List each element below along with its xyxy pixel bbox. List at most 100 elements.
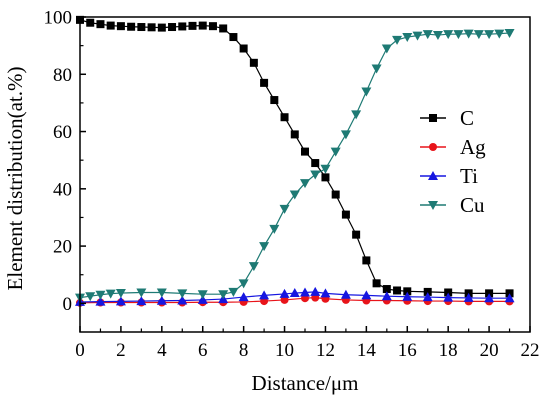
legend-item-c: C: [420, 106, 474, 130]
data-point-cu: [402, 33, 413, 43]
x-tick-label: 18: [439, 340, 458, 361]
y-tick-label: 40: [53, 179, 72, 200]
legend-marker-c: [429, 114, 437, 122]
data-point-cu: [259, 242, 270, 252]
data-point-cu: [156, 288, 167, 298]
data-point-c: [127, 22, 136, 31]
x-tick-label: 4: [157, 340, 167, 361]
data-point-c: [178, 22, 187, 31]
data-point-cu: [105, 289, 116, 299]
data-point-c: [229, 33, 238, 42]
data-point-c: [249, 58, 258, 67]
data-point-cu: [279, 204, 290, 214]
data-point-cu: [300, 179, 310, 189]
x-tick-label: 20: [480, 340, 499, 361]
data-point-cu: [310, 170, 321, 180]
data-point-ti: [279, 288, 290, 298]
data-point-ti: [197, 294, 208, 304]
data-point-ti: [95, 296, 106, 306]
x-tick-label: 0: [75, 340, 85, 361]
y-axis-label: Element distribution(at.%): [3, 67, 27, 291]
x-tick-label: 14: [357, 340, 377, 361]
data-point-cu: [177, 289, 188, 299]
data-point-c: [444, 288, 453, 297]
data-point-ti: [504, 293, 515, 303]
data-point-cu: [392, 35, 403, 45]
data-point-cu: [473, 30, 484, 40]
data-point-ti: [361, 290, 372, 300]
data-point-ti: [320, 288, 331, 298]
data-point-cu: [381, 44, 392, 54]
data-point-cu: [269, 224, 280, 234]
series-ti-line: [79, 291, 510, 303]
x-tick-label: 6: [198, 340, 208, 361]
data-point-c: [106, 21, 115, 30]
x-tick-label: 22: [521, 340, 540, 361]
data-point-c: [423, 287, 432, 296]
data-point-cu: [371, 64, 382, 74]
data-point-ti: [310, 286, 321, 296]
data-point-c: [372, 279, 381, 288]
data-point-c: [362, 256, 371, 265]
data-point-ti: [422, 292, 433, 302]
data-point-c: [219, 24, 228, 33]
series-c-line: [79, 19, 510, 294]
data-point-c: [382, 285, 391, 294]
data-point-ti: [463, 292, 474, 302]
x-axis-label: Distance/μm: [252, 371, 359, 395]
data-point-ti: [136, 296, 147, 306]
data-point-ti: [402, 291, 413, 301]
data-point-cu: [484, 30, 495, 40]
legend-marker-ag: [429, 143, 437, 151]
series-layer: [75, 15, 515, 307]
data-point-c: [280, 113, 289, 122]
legend-item-ag: Ag: [420, 135, 486, 159]
x-tick-label: 8: [239, 340, 249, 361]
data-point-cu: [136, 288, 147, 298]
data-point-ti: [238, 292, 249, 302]
data-point-cu: [320, 164, 331, 174]
legend-marker-cu: [428, 201, 438, 210]
data-point-c: [188, 21, 197, 30]
legend-item-cu: Cu: [420, 193, 485, 217]
data-point-c: [341, 210, 350, 219]
legend: C Ag Ti Cu: [420, 106, 486, 217]
y-tick-label: 80: [53, 65, 72, 86]
data-point-c: [239, 44, 248, 53]
data-point-c: [168, 23, 177, 32]
data-point-c: [393, 286, 402, 295]
data-point-cu: [504, 29, 515, 39]
data-point-cu: [115, 289, 126, 299]
data-point-ti: [381, 291, 392, 301]
data-point-c: [260, 78, 269, 87]
data-point-cu: [218, 290, 229, 300]
legend-marker-ti: [428, 171, 438, 180]
data-point-c: [208, 22, 217, 31]
data-point-c: [147, 23, 156, 32]
data-point-cu: [351, 110, 362, 120]
data-point-ti: [259, 290, 270, 300]
data-point-c: [86, 18, 95, 27]
data-point-c: [311, 159, 320, 168]
data-point-c: [137, 23, 146, 32]
y-tick-label: 20: [53, 237, 72, 258]
data-point-cu: [443, 30, 454, 40]
x-tick-label: 10: [275, 340, 294, 361]
x-tick-label: 12: [316, 340, 335, 361]
data-point-cu: [197, 290, 208, 300]
data-point-c: [270, 96, 279, 105]
data-point-cu: [463, 29, 474, 39]
data-point-c: [290, 130, 299, 139]
data-point-ti: [340, 289, 351, 299]
data-point-ag: [280, 295, 289, 304]
axes-layer: 0 2 4 6 8 10 12 14 16 18 20 22 0 20 40 60 80 100: [44, 8, 540, 362]
y-tick-label: 100: [44, 8, 73, 29]
data-point-ti: [300, 287, 310, 297]
data-point-cu: [228, 287, 239, 297]
data-point-c: [331, 190, 340, 199]
data-point-cu: [340, 130, 351, 140]
data-point-c: [301, 147, 309, 156]
data-point-ti: [484, 293, 495, 303]
data-point-ti: [115, 296, 126, 306]
